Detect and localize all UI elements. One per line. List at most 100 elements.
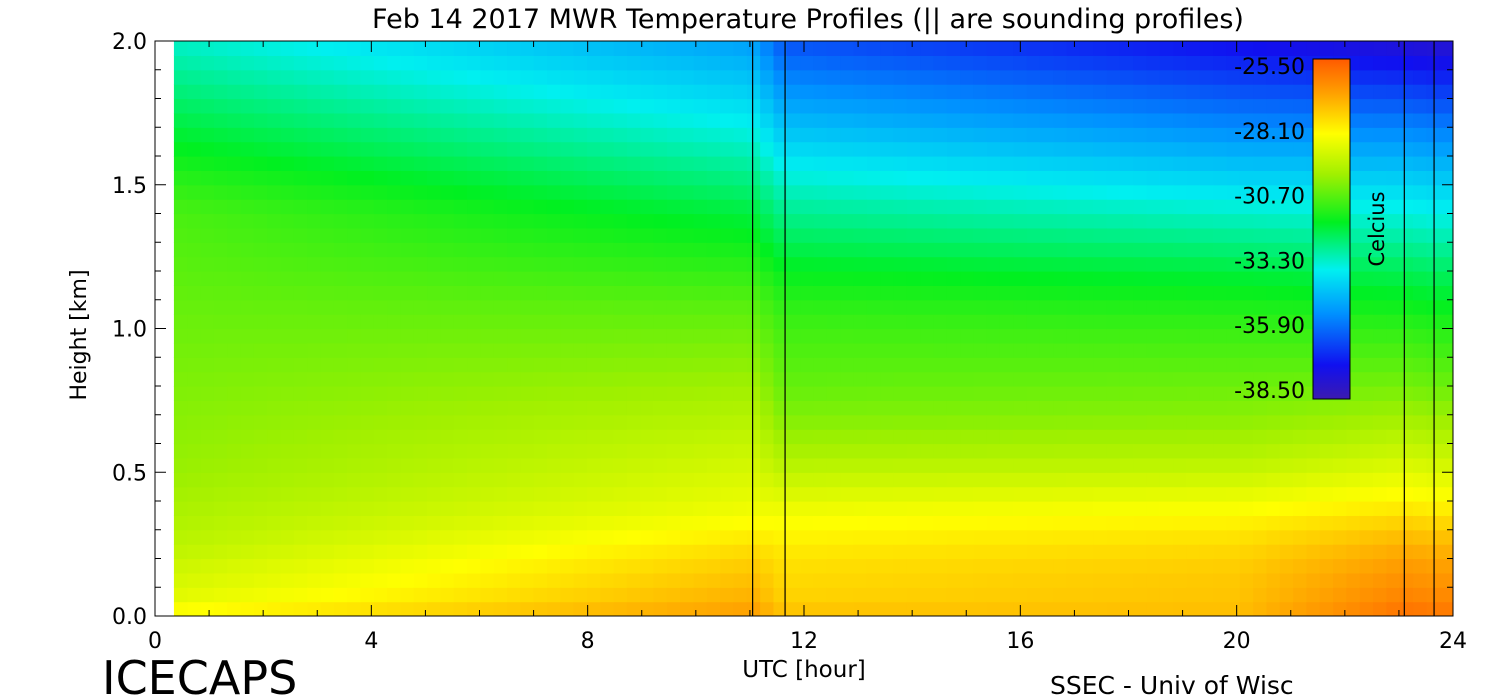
heatmap-cell [293, 112, 308, 128]
heatmap-cell [1399, 213, 1414, 229]
heatmap-cell [999, 457, 1014, 473]
heatmap-cell [1346, 572, 1361, 588]
heatmap-cell [600, 414, 615, 430]
heatmap-cell [1413, 199, 1427, 215]
heatmap-cell [840, 141, 855, 157]
heatmap-cell [1226, 572, 1241, 588]
heatmap-cell [786, 587, 801, 603]
heatmap-cell [360, 386, 375, 401]
heatmap-cell [1346, 587, 1361, 603]
heatmap-cell [853, 386, 868, 401]
heatmap-cell [320, 357, 335, 373]
heatmap-cell [693, 170, 708, 186]
heatmap-cell [840, 69, 855, 85]
heatmap-cell [706, 271, 721, 286]
heatmap-cell [746, 141, 761, 157]
heatmap-cell [880, 501, 895, 516]
heatmap-cell [1159, 328, 1174, 344]
heatmap-cell [1053, 41, 1068, 56]
heatmap-cell [960, 55, 974, 71]
heatmap-cell [906, 213, 921, 229]
heatmap-cell [333, 213, 348, 229]
heatmap-cell [333, 314, 348, 330]
heatmap-cell [1239, 112, 1254, 128]
heatmap-cell [733, 558, 748, 574]
heatmap-cell [573, 256, 588, 272]
heatmap-cell [453, 41, 468, 56]
heatmap-cell [227, 156, 242, 171]
heatmap-cell [693, 299, 708, 315]
heatmap-cell [387, 41, 402, 56]
heatmap-cell [640, 141, 655, 157]
heatmap-cell [960, 587, 974, 603]
heatmap-cell [1413, 443, 1427, 459]
heatmap-cell [1053, 156, 1068, 171]
heatmap-cell [866, 587, 881, 603]
heatmap-cell [1333, 472, 1348, 488]
heatmap-cell [1226, 601, 1241, 616]
heatmap-cell [413, 558, 428, 574]
heatmap-cell [680, 371, 695, 387]
heatmap-cell [213, 156, 228, 171]
heatmap-cell [946, 285, 961, 301]
heatmap-cell [653, 41, 668, 56]
heatmap-cell [267, 457, 282, 473]
heatmap-cell [706, 414, 721, 430]
heatmap-cell [173, 529, 188, 545]
heatmap-cell [706, 84, 721, 100]
heatmap-cell [1013, 357, 1028, 373]
heatmap-cell [1413, 486, 1427, 502]
heatmap-cell [1306, 515, 1321, 531]
heatmap-cell [173, 271, 188, 286]
heatmap-cell [480, 55, 495, 71]
heatmap-cell [1399, 414, 1414, 430]
heatmap-cell [986, 84, 1001, 100]
heatmap-cell [213, 141, 228, 157]
heatmap-cell [1239, 170, 1254, 186]
heatmap-cell [427, 486, 442, 502]
heatmap-cell [1146, 544, 1161, 560]
heatmap-cell [773, 98, 788, 114]
heatmap-cell [373, 342, 388, 358]
heatmap-cell [893, 227, 908, 243]
heatmap-cell [347, 55, 362, 71]
heatmap-cell [200, 299, 215, 315]
heatmap-cell [1026, 227, 1041, 243]
heatmap-cell [1093, 256, 1108, 272]
heatmap-cell [1346, 400, 1361, 416]
heatmap-cell [1319, 601, 1334, 616]
heatmap-cell [1013, 213, 1028, 229]
heatmap-cell [227, 544, 242, 560]
heatmap-cell [467, 515, 481, 531]
heatmap-cell [706, 457, 721, 473]
heatmap-cell [320, 199, 335, 215]
heatmap-cell [280, 242, 295, 258]
heatmap-cell [1199, 501, 1214, 516]
heatmap-cell [786, 55, 801, 71]
heatmap-cell [1266, 55, 1281, 71]
heatmap-cell [320, 227, 335, 243]
heatmap-cell [1013, 170, 1028, 186]
heatmap-cell [1079, 587, 1094, 603]
heatmap-cell [1279, 213, 1294, 229]
heatmap-cell [440, 472, 455, 488]
heatmap-cell [493, 342, 508, 358]
heatmap-cell [680, 572, 695, 588]
heatmap-cell [520, 98, 535, 114]
heatmap-cell [440, 156, 455, 171]
heatmap-cell [267, 486, 282, 502]
heatmap-cell [1053, 501, 1068, 516]
heatmap-cell [773, 515, 788, 531]
heatmap-cell [1333, 414, 1348, 430]
heatmap-cell [1013, 98, 1028, 114]
heatmap-cell [1106, 386, 1121, 401]
heatmap-cell [1413, 400, 1427, 416]
heatmap-cell [467, 314, 481, 330]
heatmap-cell [373, 357, 388, 373]
heatmap-cell [1386, 342, 1401, 358]
heatmap-cell [347, 400, 362, 416]
heatmap-cell [906, 572, 921, 588]
heatmap-cell [1159, 299, 1174, 315]
heatmap-cell [1186, 242, 1201, 258]
heatmap-cell [946, 501, 961, 516]
